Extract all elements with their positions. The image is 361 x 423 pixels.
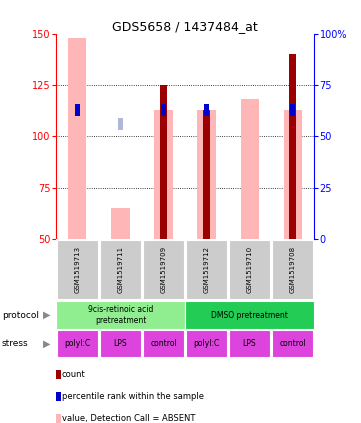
FancyBboxPatch shape [186,301,314,330]
Text: control: control [150,339,177,348]
Text: DMSO pretreatment: DMSO pretreatment [211,310,288,320]
Bar [290,104,295,116]
FancyBboxPatch shape [143,240,184,299]
Bar [161,104,166,116]
Text: protocol: protocol [2,310,39,320]
Text: polyI:C: polyI:C [193,339,219,348]
Bar [155,110,173,239]
Bar [112,208,130,239]
FancyBboxPatch shape [272,240,313,299]
Text: count: count [62,370,86,379]
FancyBboxPatch shape [186,330,227,357]
Bar [204,104,209,116]
Bar [75,104,80,116]
Text: control: control [279,339,306,348]
FancyBboxPatch shape [186,240,227,299]
Text: polyI:C: polyI:C [64,339,91,348]
Bar [203,110,210,239]
Bar [160,85,167,239]
FancyBboxPatch shape [57,330,98,357]
Text: LPS: LPS [114,339,127,348]
Text: GSM1519708: GSM1519708 [290,246,296,293]
Bar [283,110,301,239]
FancyBboxPatch shape [100,240,141,299]
Text: ▶: ▶ [43,339,50,349]
Text: 9cis-retinoic acid
pretreatment: 9cis-retinoic acid pretreatment [88,305,153,325]
Bar [118,118,123,130]
FancyBboxPatch shape [229,330,270,357]
Bar [240,99,258,239]
Text: value, Detection Call = ABSENT: value, Detection Call = ABSENT [62,414,195,423]
Bar [197,110,216,239]
Text: GSM1519710: GSM1519710 [247,246,253,293]
Text: ▶: ▶ [43,310,50,320]
Title: GDS5658 / 1437484_at: GDS5658 / 1437484_at [112,20,258,33]
Text: LPS: LPS [243,339,256,348]
Bar [69,38,87,239]
Text: GSM1519709: GSM1519709 [161,246,166,293]
FancyBboxPatch shape [57,240,98,299]
FancyBboxPatch shape [56,301,184,330]
Text: stress: stress [2,339,29,348]
FancyBboxPatch shape [143,330,184,357]
FancyBboxPatch shape [229,240,270,299]
Text: GSM1519712: GSM1519712 [204,246,209,293]
FancyBboxPatch shape [100,330,141,357]
Text: percentile rank within the sample: percentile rank within the sample [62,392,204,401]
Bar [289,55,296,239]
Text: GSM1519713: GSM1519713 [74,246,81,293]
Text: GSM1519711: GSM1519711 [117,246,123,293]
FancyBboxPatch shape [272,330,313,357]
